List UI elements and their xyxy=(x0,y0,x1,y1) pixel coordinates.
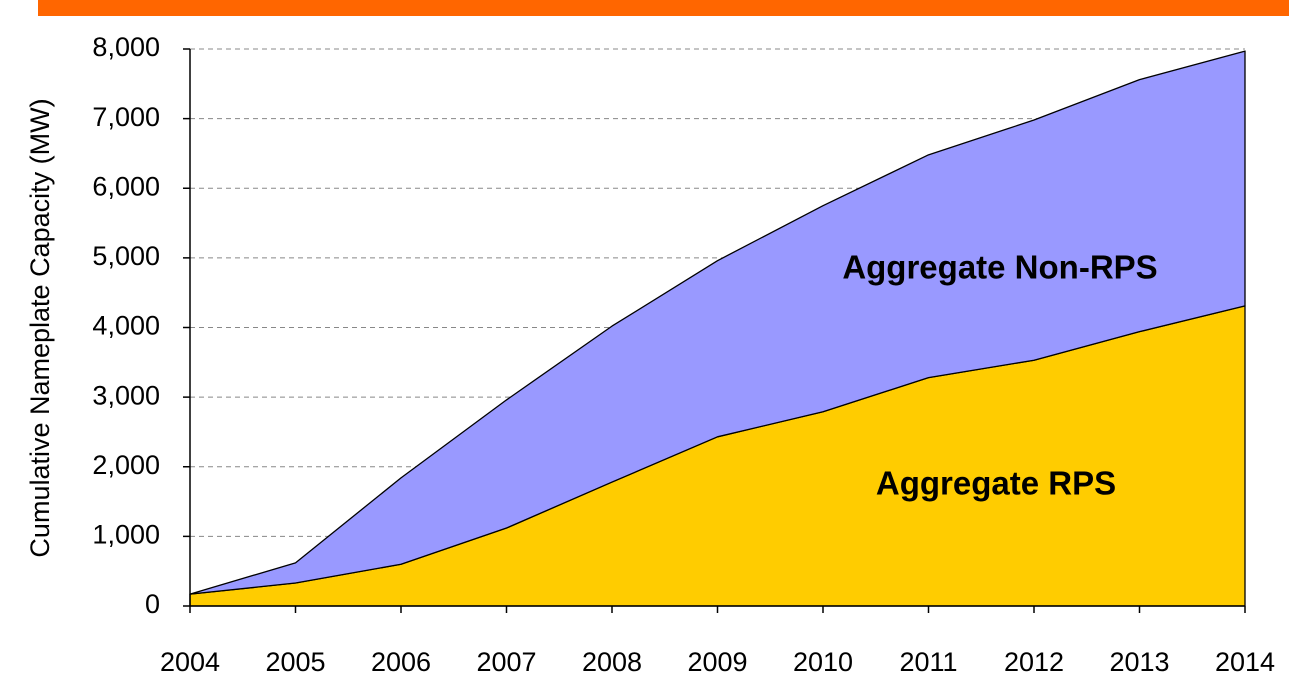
area xyxy=(189,50,1246,595)
header-bar xyxy=(38,0,1289,16)
y-tick-label: 7,000 xyxy=(92,102,160,132)
x-tick-label: 2010 xyxy=(793,647,853,675)
x-tick-label: 2011 xyxy=(899,647,957,675)
series-label: Aggregate RPS xyxy=(876,465,1116,502)
y-tick-label: 4,000 xyxy=(92,311,160,341)
series-label: Aggregate Non-RPS xyxy=(842,249,1157,286)
y-tick-label: 0 xyxy=(145,589,160,619)
y-tick-label: 6,000 xyxy=(92,171,160,201)
y-tick-label: 5,000 xyxy=(92,241,160,271)
y-tick-label: 8,000 xyxy=(92,32,160,62)
x-tick-label: 2006 xyxy=(371,647,431,675)
x-tick-label: 2013 xyxy=(1109,647,1169,675)
y-axis-label: Cumulative Nameplate Capacity (MW) xyxy=(25,98,55,557)
y-tick-label: 2,000 xyxy=(92,450,160,480)
x-tick-label: 2005 xyxy=(265,647,325,675)
x-tick-label: 2007 xyxy=(476,647,536,675)
x-tick-label: 2009 xyxy=(687,647,747,675)
y-tick-label: 1,000 xyxy=(92,520,160,550)
x-tick-label: 2008 xyxy=(582,647,642,675)
y-tick-label: 3,000 xyxy=(92,380,160,410)
x-tick-label: 2014 xyxy=(1215,647,1275,675)
x-tick-label: 2004 xyxy=(160,647,220,675)
x-tick-label: 2012 xyxy=(1004,647,1064,675)
